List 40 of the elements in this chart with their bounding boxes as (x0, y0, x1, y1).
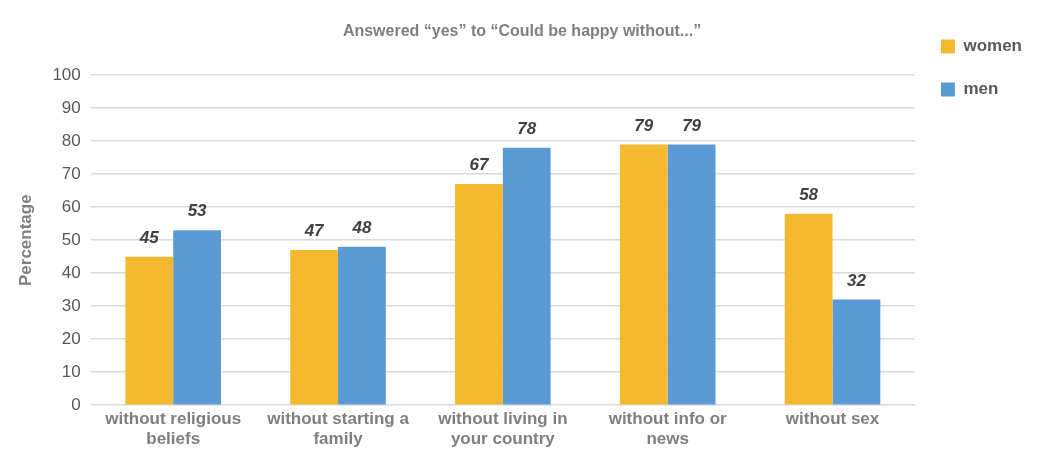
y-tick-label: 100 (52, 64, 81, 84)
data-label: 67 (469, 155, 490, 175)
data-label: 45 (138, 227, 160, 247)
bar (290, 250, 339, 405)
bar (125, 256, 174, 405)
data-label: 58 (799, 184, 819, 204)
y-tick-label: 90 (61, 97, 81, 117)
x-tick-label: without living in your country (437, 409, 568, 449)
data-label: 47 (303, 221, 326, 241)
x-tick-label: without info or news (607, 409, 728, 449)
data-label: 78 (517, 118, 537, 138)
x-tick-label: without starting a family (266, 409, 410, 449)
bar (784, 213, 833, 405)
data-label: 79 (634, 115, 654, 135)
data-label: 32 (846, 270, 867, 290)
data-label: 79 (682, 115, 702, 135)
legend-label: women (962, 36, 1022, 56)
y-tick-label: 70 (61, 163, 81, 183)
x-tick-label: without religious beliefs (104, 409, 242, 449)
y-tick-label: 0 (71, 394, 81, 414)
y-tick-label: 30 (61, 295, 81, 315)
bar (667, 144, 716, 405)
bar (619, 144, 668, 405)
bar (455, 184, 503, 405)
y-tick-label: 40 (61, 262, 81, 282)
y-tick-label: 20 (61, 328, 81, 348)
bar (502, 147, 551, 405)
y-tick-label: 60 (61, 196, 81, 216)
y-tick-label: 10 (61, 361, 81, 381)
bar (832, 299, 881, 405)
chart-title: Answered “yes” to “Could be happy without...” (342, 22, 702, 40)
y-tick-label: 80 (61, 130, 81, 150)
bar (338, 246, 386, 405)
y-tick-label: 50 (61, 229, 81, 249)
bar (173, 230, 221, 405)
x-tick-label: without sex (784, 409, 880, 429)
y-axis-title: Percentage (15, 194, 35, 287)
legend-label: men (963, 79, 999, 99)
data-label: 48 (351, 217, 372, 237)
data-label: 53 (187, 201, 208, 221)
